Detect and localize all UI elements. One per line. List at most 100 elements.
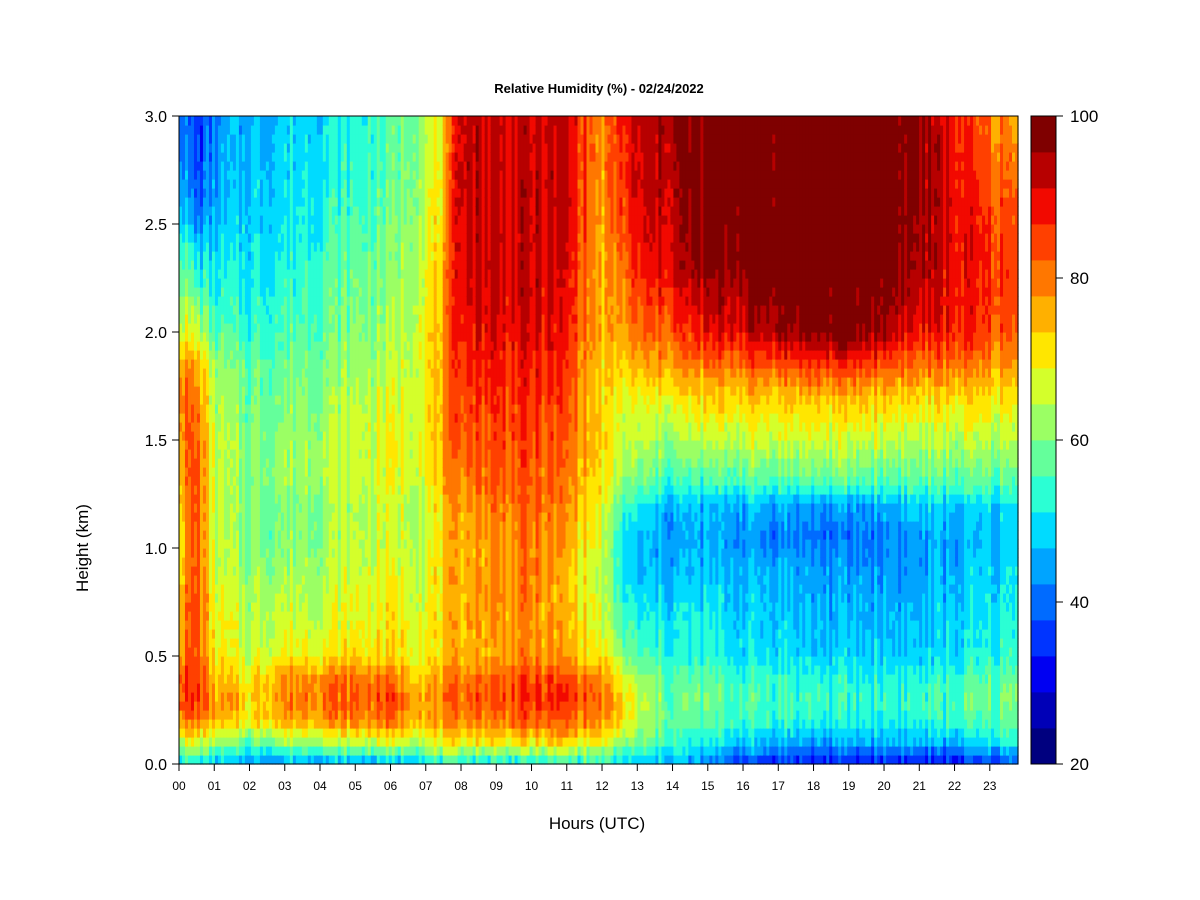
heatmap-cell xyxy=(226,125,231,135)
heatmap-cell xyxy=(214,539,219,549)
heatmap-cell xyxy=(256,440,261,450)
heatmap-cell xyxy=(289,215,294,225)
heatmap-cell xyxy=(202,557,207,567)
heatmap-cell xyxy=(208,458,213,468)
heatmap-cell xyxy=(208,215,213,225)
heatmap-cell xyxy=(265,215,270,225)
heatmap-cell xyxy=(179,521,183,531)
heatmap-cell xyxy=(271,377,276,387)
heatmap-cell xyxy=(205,323,210,333)
heatmap-cell xyxy=(253,341,258,351)
heatmap-cell xyxy=(292,566,297,576)
heatmap-cell xyxy=(217,620,222,630)
heatmap-cell xyxy=(190,206,195,216)
heatmap-cell xyxy=(199,404,204,414)
heatmap-cell xyxy=(232,152,237,162)
heatmap-cell xyxy=(184,233,189,243)
heatmap-cell xyxy=(214,674,219,684)
heatmap-cell xyxy=(256,179,261,189)
heatmap-cell xyxy=(179,476,183,486)
heatmap-cell xyxy=(232,674,237,684)
heatmap-cell xyxy=(268,386,273,396)
heatmap-cell xyxy=(274,467,279,477)
heatmap-cell xyxy=(208,737,213,747)
heatmap-cell xyxy=(199,629,204,639)
heatmap-cell xyxy=(244,584,249,594)
heatmap-cell xyxy=(193,449,198,459)
heatmap-cell xyxy=(184,368,189,378)
heatmap-cell xyxy=(214,503,219,513)
heatmap-cell xyxy=(274,233,279,243)
heatmap-cell xyxy=(202,512,207,522)
heatmap-cell xyxy=(208,476,213,486)
heatmap-cell xyxy=(238,431,243,441)
heatmap-cell xyxy=(277,458,282,468)
heatmap-cell xyxy=(199,305,204,315)
heatmap-cell xyxy=(238,575,243,585)
heatmap-cell xyxy=(214,656,219,666)
heatmap-cell xyxy=(205,386,210,396)
heatmap-cell xyxy=(292,494,297,504)
heatmap-cell xyxy=(220,647,225,657)
heatmap-cell xyxy=(277,638,282,648)
heatmap-cell xyxy=(202,530,207,540)
heatmap-cell xyxy=(208,341,213,351)
heatmap-cell xyxy=(187,341,192,351)
heatmap-cell xyxy=(274,386,279,396)
heatmap-cell xyxy=(193,296,198,306)
heatmap-cell xyxy=(253,683,258,693)
heatmap-cell xyxy=(253,260,258,270)
heatmap-cell xyxy=(205,395,210,405)
heatmap-cell xyxy=(283,467,288,477)
heatmap-cell xyxy=(289,233,294,243)
heatmap-cell xyxy=(256,575,261,585)
heatmap-cell xyxy=(232,170,237,180)
heatmap-cell xyxy=(292,323,297,333)
heatmap-cell xyxy=(226,548,231,558)
heatmap-cell xyxy=(214,431,219,441)
heatmap-cell xyxy=(274,368,279,378)
heatmap-cell xyxy=(199,584,204,594)
heatmap-cell xyxy=(226,350,231,360)
heatmap-cell xyxy=(265,467,270,477)
heatmap-cell xyxy=(271,215,276,225)
heatmap-cell xyxy=(223,746,228,756)
heatmap-cell xyxy=(283,368,288,378)
heatmap-cell xyxy=(217,449,222,459)
heatmap-cell xyxy=(182,269,186,279)
heatmap-cell xyxy=(196,656,201,666)
heatmap-cell xyxy=(182,395,186,405)
heatmap-cell xyxy=(223,278,228,288)
heatmap-cell xyxy=(229,692,234,702)
heatmap-cell xyxy=(238,710,243,720)
heatmap-cell xyxy=(256,125,261,135)
heatmap-cell xyxy=(190,197,195,207)
heatmap-cell xyxy=(289,179,294,189)
heatmap-cell xyxy=(286,575,291,585)
heatmap-cell xyxy=(259,746,264,756)
heatmap-cell xyxy=(286,197,291,207)
heatmap-cell xyxy=(289,656,294,666)
heatmap-cell xyxy=(277,260,282,270)
heatmap-cell xyxy=(190,611,195,621)
heatmap-cell xyxy=(179,602,183,612)
heatmap-cell xyxy=(226,467,231,477)
heatmap-cell xyxy=(182,368,186,378)
heatmap-cell xyxy=(220,719,225,729)
heatmap-cell xyxy=(226,629,231,639)
heatmap-cell xyxy=(268,125,273,135)
heatmap-cell xyxy=(205,710,210,720)
heatmap-cell xyxy=(283,206,288,216)
heatmap-cell xyxy=(283,584,288,594)
heatmap-cell xyxy=(217,629,222,639)
heatmap-cell xyxy=(283,494,288,504)
heatmap-cell xyxy=(202,602,207,612)
heatmap-cell xyxy=(199,314,204,324)
heatmap-cell xyxy=(184,674,189,684)
heatmap-cell xyxy=(226,557,231,567)
heatmap-cell xyxy=(253,458,258,468)
heatmap-cell xyxy=(211,215,216,225)
heatmap-cell xyxy=(217,197,222,207)
heatmap-cell xyxy=(220,503,225,513)
heatmap-cell xyxy=(283,656,288,666)
